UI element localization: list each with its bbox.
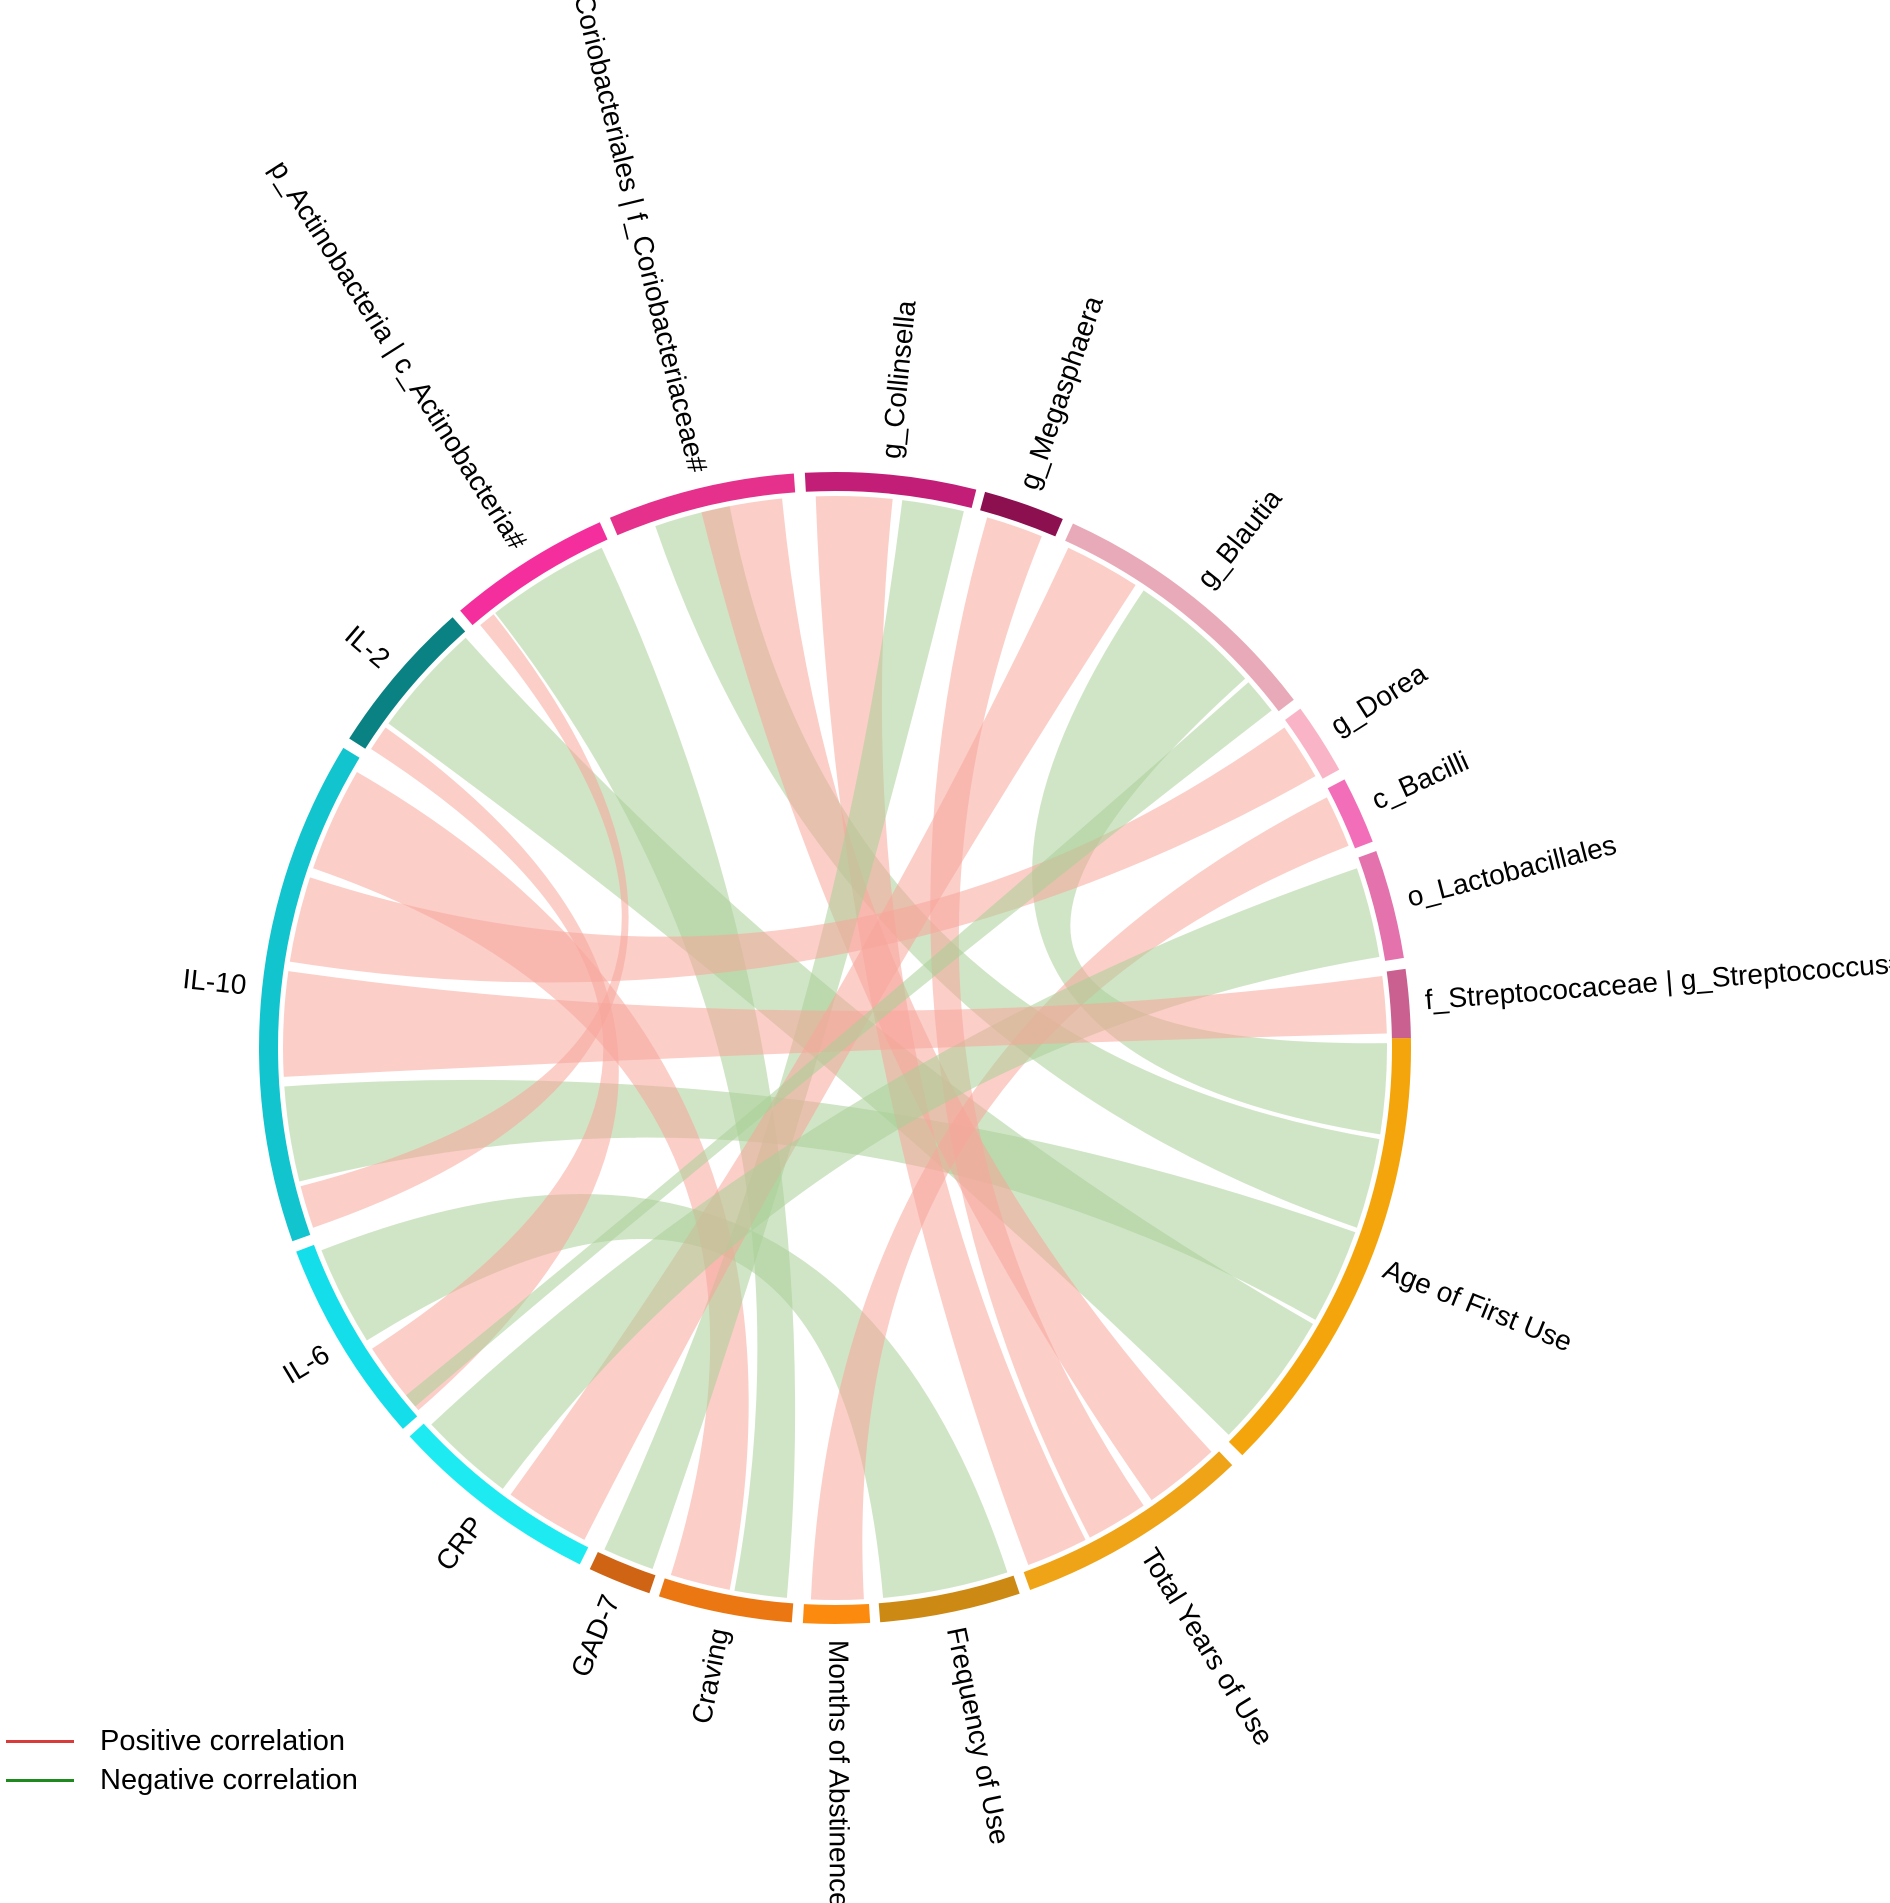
segment-crav <box>658 1578 794 1623</box>
label-age: Age of First Use <box>1379 1253 1577 1357</box>
ribbon-tyu-coll <box>815 496 1086 1566</box>
segment-pact <box>460 522 608 626</box>
legend-item-positive: Positive correlation <box>6 1722 358 1761</box>
segment-mega <box>980 491 1063 537</box>
legend-label-negative: Negative correlation <box>100 1764 358 1796</box>
label-il2: IL-2 <box>339 619 396 674</box>
ribbon-il10-stre <box>283 971 1387 1077</box>
label-crp: CRP <box>430 1511 490 1577</box>
ribbon-tyu-ocor <box>701 498 1212 1501</box>
ribbon-moa-baci <box>810 797 1349 1601</box>
ribbon-tyu-mega <box>930 517 1144 1538</box>
label-ocor: o_Coriobacteriales | f_Coriobacteriaceae… <box>561 0 714 476</box>
chord-ribbons <box>283 496 1387 1601</box>
segment-il6 <box>296 1244 418 1429</box>
label-il6: IL-6 <box>277 1338 334 1389</box>
label-coll: g_Collinsella <box>875 299 921 460</box>
label-crav: Craving <box>686 1626 735 1727</box>
ribbon-blau-il6 <box>406 682 1272 1407</box>
ribbon-il10-pact <box>300 614 629 1228</box>
segment-coll <box>804 472 977 509</box>
label-lact: o_Lactobacillales <box>1404 829 1620 913</box>
label-tyu: Total Years of Use <box>1135 1542 1280 1750</box>
ribbon-il6-il2 <box>371 727 619 1411</box>
label-mega: g_Megasphaera <box>1013 292 1109 494</box>
label-freq: Frequency of Use <box>941 1624 1016 1847</box>
segment-blau <box>1065 523 1294 712</box>
ribbon-crp-lact <box>431 868 1380 1489</box>
label-dore: g_Dorea <box>1325 657 1433 741</box>
label-gad: GAD-7 <box>565 1590 626 1681</box>
ribbon-freq-il6 <box>321 1193 1008 1598</box>
ribbon-gad-coll <box>604 500 964 1569</box>
legend-item-negative: Negative correlation <box>6 1761 358 1800</box>
positive-line-icon <box>6 1740 74 1743</box>
segment-tyu <box>1023 1451 1233 1590</box>
segment-dore <box>1285 708 1340 779</box>
label-pact: p_Actinobacteria | c_Actinobacteria# <box>264 155 533 555</box>
segment-il2 <box>349 617 466 749</box>
label-moa: Months of Abstinence <box>823 1640 855 1903</box>
label-blau: g_Blautia <box>1191 483 1288 594</box>
segment-gad <box>589 1551 656 1594</box>
ribbon-il10-dore <box>289 727 1316 983</box>
segment-crp <box>409 1423 589 1565</box>
segment-moa <box>802 1603 871 1624</box>
segment-baci <box>1327 779 1373 849</box>
chord-segments <box>258 472 1411 1624</box>
ribbon-age-blau <box>1032 590 1387 1135</box>
segment-freq <box>878 1575 1020 1623</box>
legend-label-positive: Positive correlation <box>100 1725 345 1757</box>
segment-lact <box>1358 850 1404 961</box>
segment-il10 <box>258 747 360 1242</box>
label-il10: IL-10 <box>181 963 248 1000</box>
label-baci: c_Bacilli <box>1367 745 1473 816</box>
legend: Positive correlation Negative correlatio… <box>6 1722 358 1800</box>
segment-ocor <box>609 473 796 536</box>
ribbon-crav-pact <box>495 547 796 1598</box>
negative-line-icon <box>6 1779 74 1782</box>
segment-stre <box>1386 968 1411 1039</box>
ribbon-age-il10 <box>284 1079 1356 1320</box>
segment-age <box>1228 1037 1411 1456</box>
label-stre: f_Streptococaceae | g_Streptococcus# <box>1424 947 1890 1015</box>
